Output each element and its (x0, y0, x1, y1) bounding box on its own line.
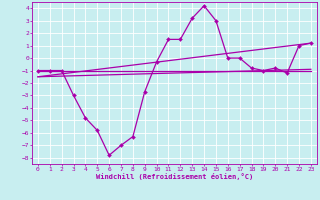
X-axis label: Windchill (Refroidissement éolien,°C): Windchill (Refroidissement éolien,°C) (96, 173, 253, 180)
